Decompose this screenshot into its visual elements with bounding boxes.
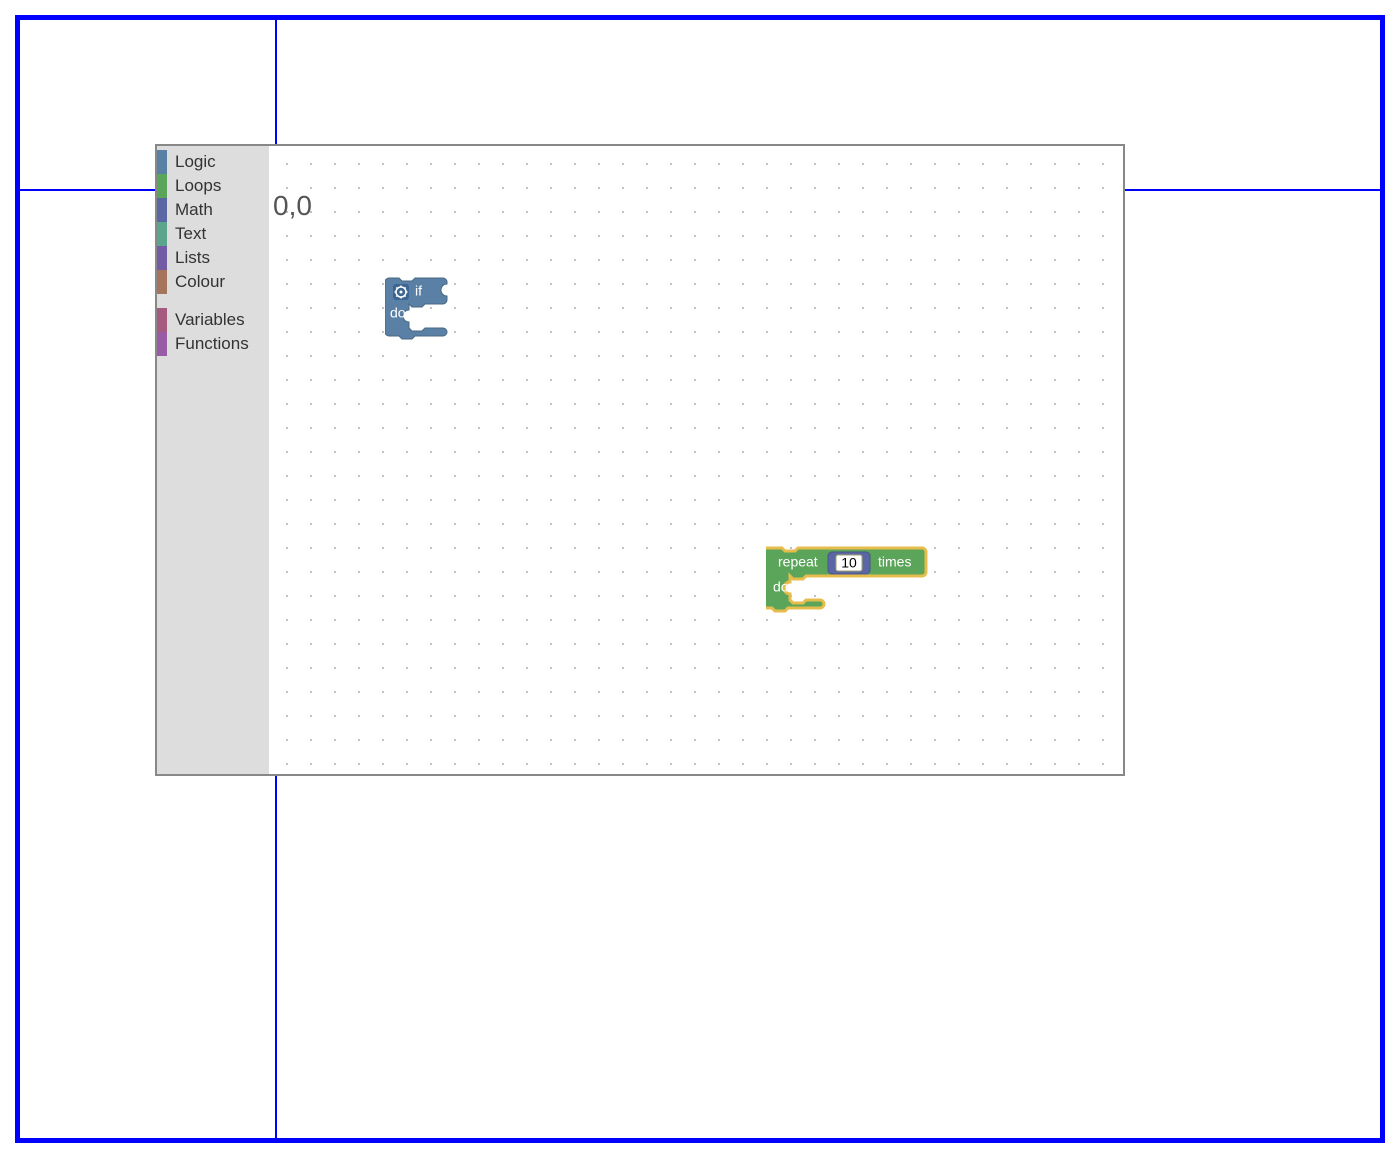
toolbox: Logic Loops Math Text Lists Colour Varia… (157, 146, 269, 774)
category-label: Math (175, 200, 213, 220)
category-color-swatch (157, 246, 167, 270)
category-label: Variables (175, 310, 245, 330)
category-color-swatch (157, 198, 167, 222)
gear-icon[interactable] (395, 286, 408, 299)
category-color-swatch (157, 150, 167, 174)
do-label: do (390, 305, 406, 321)
category-label: Lists (175, 248, 210, 268)
category-label: Functions (175, 334, 249, 354)
category-label: Text (175, 224, 206, 244)
if-label: if (415, 283, 422, 299)
category-color-swatch (157, 174, 167, 198)
times-label: times (878, 554, 911, 570)
category-color-swatch (157, 270, 167, 294)
if-block[interactable]: if do (385, 274, 463, 344)
toolbox-category-loops[interactable]: Loops (157, 174, 269, 198)
category-color-swatch (157, 308, 167, 332)
toolbox-category-logic[interactable]: Logic (157, 150, 269, 174)
origin-label: 0,0 (273, 190, 312, 222)
repeat-block[interactable]: repeat 10 times do (766, 542, 942, 622)
toolbox-category-colour[interactable]: Colour (157, 270, 269, 294)
toolbox-category-text[interactable]: Text (157, 222, 269, 246)
number-value[interactable]: 10 (841, 555, 857, 571)
do-label: do (773, 579, 789, 595)
toolbox-category-functions[interactable]: Functions (157, 332, 269, 356)
category-label: Logic (175, 152, 216, 172)
blockly-editor: Logic Loops Math Text Lists Colour Varia… (155, 144, 1125, 776)
toolbox-separator (157, 294, 269, 308)
toolbox-category-variables[interactable]: Variables (157, 308, 269, 332)
repeat-label: repeat (778, 554, 818, 570)
category-label: Loops (175, 176, 221, 196)
toolbox-category-lists[interactable]: Lists (157, 246, 269, 270)
category-color-swatch (157, 332, 167, 356)
workspace[interactable]: 0,0 (269, 146, 1123, 774)
toolbox-category-math[interactable]: Math (157, 198, 269, 222)
category-label: Colour (175, 272, 225, 292)
category-color-swatch (157, 222, 167, 246)
